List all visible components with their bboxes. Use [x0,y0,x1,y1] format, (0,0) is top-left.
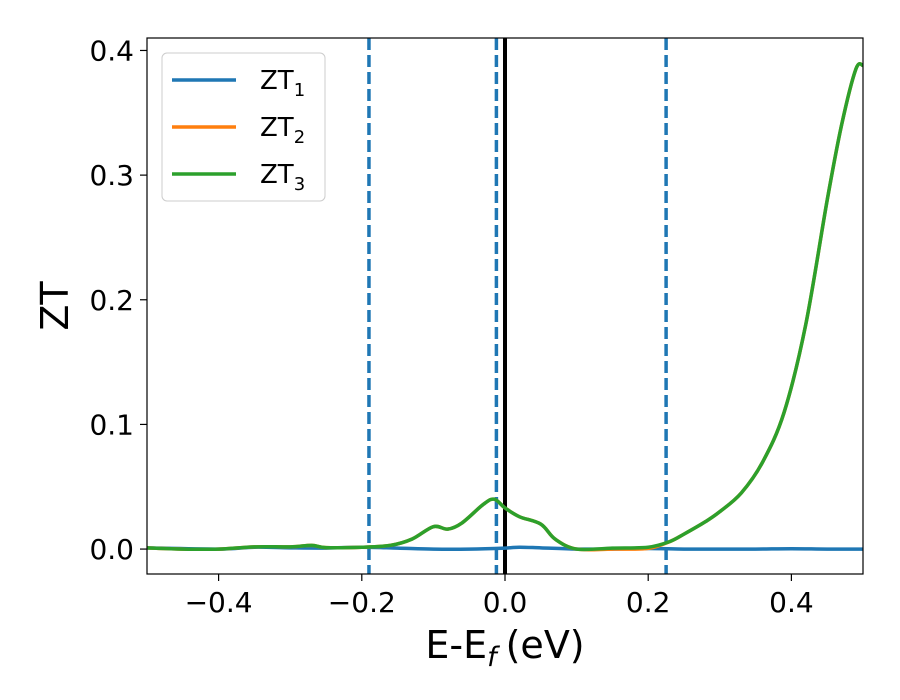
x-axis-label: E-Ef (eV) [425,623,584,673]
legend-box [161,52,326,202]
y-tick-label: 0.2 [89,284,134,317]
legend-label-1: ZT1 [260,66,305,101]
vertical-reference-lines [367,38,668,574]
x-tick-label: −0.2 [328,586,396,619]
legend-items: ZT1 ZT2 ZT3 [172,66,305,195]
x-tick-label: 0.4 [769,586,814,619]
x-axis-label-unit: (eV) [506,623,585,667]
y-tick-label: 0.0 [89,533,134,566]
legend-label-3: ZT3 [260,160,305,195]
y-tick-label: 0.4 [89,34,134,67]
x-tick-label: 0.2 [626,586,671,619]
y-tick-label: 0.1 [89,408,134,441]
x-tick-label: −0.4 [185,586,253,619]
y-tick-label: 0.3 [89,159,134,192]
x-tick-label: 0.0 [483,586,528,619]
y-axis-label: ZT [33,281,77,331]
x-axis-label-main: E-E [425,623,487,667]
series-line-3 [147,62,863,552]
legend-label-2: ZT2 [260,113,305,148]
x-axis-label-sub: f [487,642,500,673]
series-layer [147,62,863,552]
x-axis-ticks: −0.4 −0.2 0.0 0.2 0.4 [185,574,814,619]
y-axis-ticks: 0.0 0.1 0.2 0.3 0.4 [89,34,147,566]
legend: ZT1 ZT2 ZT3 [161,52,326,202]
